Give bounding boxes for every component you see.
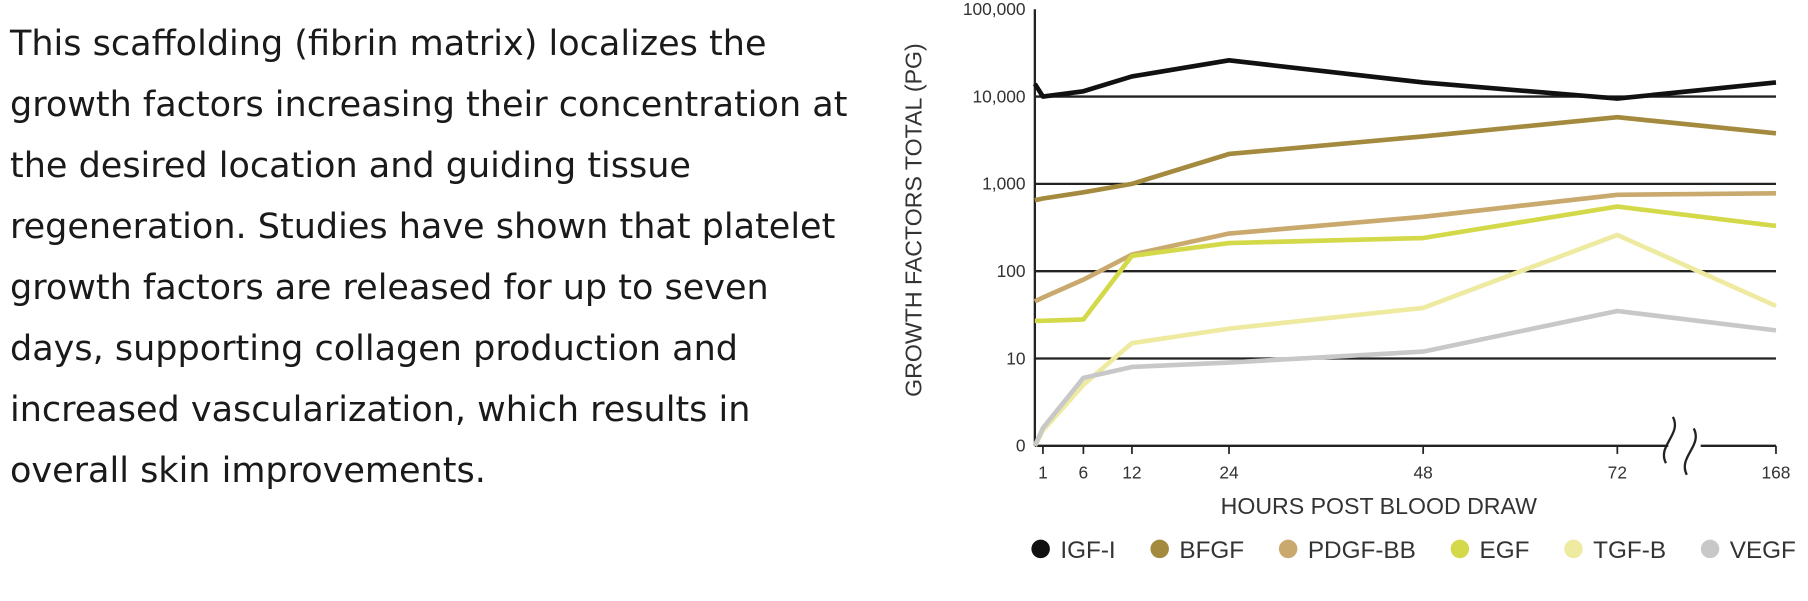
y-tick-label: 100 [997, 261, 1026, 281]
x-axis-title: HOURS POST BLOOD DRAW [1221, 493, 1537, 519]
series-line [1034, 204, 1777, 324]
x-tick-label: 12 [1122, 462, 1141, 482]
x-tick-label: 48 [1414, 462, 1433, 482]
legend-marker [1450, 539, 1470, 559]
legend-marker [1278, 539, 1298, 559]
x-tick-label: 6 [1079, 462, 1089, 482]
legend-marker [1031, 539, 1050, 559]
legend-label: PDGF-BB [1308, 537, 1416, 564]
legend-label: EGF [1480, 537, 1530, 564]
x-tick-label: 72 [1608, 462, 1627, 482]
y-tick-label: 1,000 [982, 174, 1025, 194]
x-tick-label: 24 [1219, 462, 1239, 482]
legend-label: VEGF [1730, 537, 1796, 564]
paragraph: This scaffolding (fibrin matrix) localiz… [10, 24, 848, 491]
legend-marker [1564, 539, 1583, 559]
x-tick-label: 1 [1038, 462, 1048, 482]
series-line [1032, 232, 1777, 447]
series-line [1033, 190, 1776, 304]
series-line [1034, 114, 1777, 203]
y-axis-title: GROWTH FACTORS TOTAL (PG) [900, 43, 926, 397]
y-tick-label: 10,000 [972, 86, 1025, 106]
series-line [1032, 58, 1777, 101]
legend-label: IGF-I [1060, 537, 1115, 564]
legend-label: TGF-B [1593, 537, 1666, 564]
series-line [1032, 308, 1777, 447]
x-tick-label: 168 [1761, 462, 1790, 482]
y-tick-label: 0 [1016, 436, 1026, 456]
y-tick-label: 100,000 [963, 0, 1026, 19]
legend-label: BFGF [1179, 537, 1244, 564]
y-tick-label: 10 [1006, 348, 1025, 368]
axis-break [1662, 416, 1697, 476]
legend-marker [1150, 539, 1169, 559]
legend-marker [1700, 539, 1720, 559]
